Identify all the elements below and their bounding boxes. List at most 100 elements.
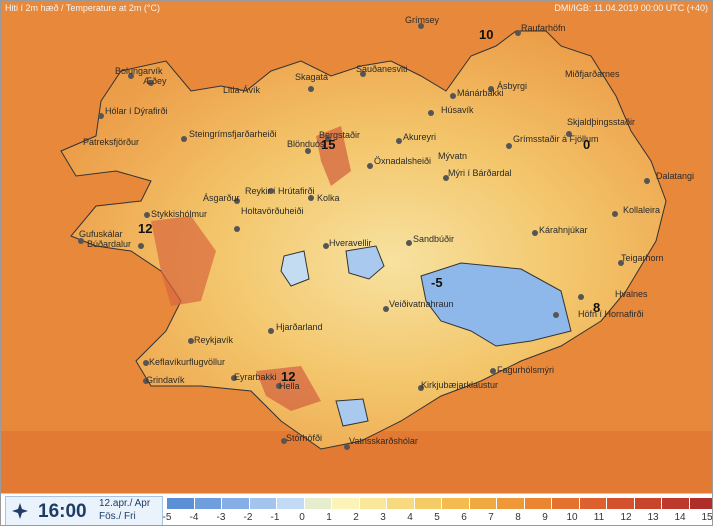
station-marker — [148, 80, 154, 86]
place-name: Holtavörðuheiði — [241, 206, 304, 216]
station-marker — [418, 385, 424, 391]
place-name: Kolka — [317, 193, 340, 203]
legend-swatch — [359, 498, 387, 509]
place-name: Húsavík — [441, 105, 474, 115]
temperature-label: 0 — [583, 137, 590, 152]
station-marker — [490, 368, 496, 374]
place-name: Litla-Ávík — [223, 85, 261, 95]
legend-tick-label: 15 — [701, 512, 713, 523]
legend-tick-label: -3 — [216, 512, 226, 523]
place-name: Hjarðarland — [276, 322, 323, 332]
place-name: Kirkjubæjarklaustur — [421, 380, 498, 390]
place-name: Reykjavík — [194, 335, 234, 345]
place-name: Öxnadalsheiði — [374, 156, 431, 166]
station-marker — [450, 93, 456, 99]
place-name: Höfn í Hornafirði — [578, 309, 644, 319]
station-marker — [181, 136, 187, 142]
time-control[interactable]: 16:00 12.apr./ Apr Fös./ Fri — [5, 496, 163, 525]
station-marker — [396, 138, 402, 144]
map-title: Hiti í 2m hæð / Temperature at 2m (°C) — [5, 3, 160, 13]
legend-tick-label: 5 — [434, 512, 440, 523]
iceland-landmass — [60, 30, 667, 450]
temperature-label: 15 — [321, 137, 335, 152]
station-marker — [308, 86, 314, 92]
place-name: Keflavíkurflugvöllur — [149, 357, 225, 367]
place-name: Skjaldþingsstaðir — [567, 117, 635, 127]
place-name: Ásbyrgi — [497, 81, 527, 91]
legend-tick-label: 3 — [380, 512, 386, 523]
station-marker — [488, 86, 494, 92]
station-marker — [406, 240, 412, 246]
station-marker — [234, 198, 240, 204]
station-marker — [143, 378, 149, 384]
place-name: Æðey — [143, 76, 167, 86]
temperature-map: Grímsey Raufarhöfn Bolungarvík Æðey Sauð… — [1, 1, 712, 493]
station-marker — [308, 195, 314, 201]
temperature-label: 10 — [479, 27, 493, 42]
station-marker — [566, 131, 572, 137]
legend-tick-label: 12 — [620, 512, 632, 523]
station-marker — [644, 178, 650, 184]
place-name: Blönduós — [287, 139, 325, 149]
legend-swatch — [304, 498, 332, 509]
legend-tick-label: -1 — [270, 512, 280, 523]
station-marker — [276, 383, 282, 389]
station-marker — [305, 148, 311, 154]
legend-tick-label: 4 — [407, 512, 413, 523]
station-marker — [323, 243, 329, 249]
place-name: Miðfjarðarnes — [565, 69, 620, 79]
station-marker — [578, 294, 584, 300]
place-name: Hólar í Dýrafirði — [105, 106, 168, 116]
place-name: Hella — [279, 381, 300, 391]
legend-tick-label: 10 — [566, 512, 578, 523]
station-marker — [143, 360, 149, 366]
place-name: Mánárbakki — [457, 88, 504, 98]
place-name: Fagurhólsmýri — [497, 365, 554, 375]
model-run-info: DMI/IGB: 11.04.2019 00:00 UTC (+40) — [554, 3, 708, 13]
place-markers — [78, 23, 650, 450]
legend-tick-label: 14 — [674, 512, 686, 523]
station-marker — [78, 238, 84, 244]
legend-tick-label: 11 — [593, 512, 605, 523]
station-marker — [268, 188, 274, 194]
legend-swatch — [249, 498, 277, 509]
place-name: Dalatangi — [656, 171, 694, 181]
place-name: Gufuskálar — [79, 229, 123, 239]
legend-swatch — [607, 498, 635, 509]
station-marker — [383, 306, 389, 312]
legend-swatch — [552, 498, 580, 509]
place-name: Bergstaðir — [319, 130, 360, 140]
station-marker — [360, 71, 366, 77]
legend-tick-label: -5 — [162, 512, 172, 523]
station-marker — [188, 338, 194, 344]
station-marker — [344, 444, 350, 450]
station-marker — [367, 163, 373, 169]
legend-swatch — [277, 498, 305, 509]
station-marker — [234, 226, 240, 232]
legend-swatch — [387, 498, 415, 509]
legend-swatch — [689, 498, 712, 509]
animation-play-icon[interactable] — [10, 501, 30, 521]
place-name: Kárahnjúkar — [539, 225, 588, 235]
temperature-label: 12 — [138, 221, 152, 236]
legend-swatch — [579, 498, 607, 509]
station-marker — [325, 136, 331, 142]
station-marker — [618, 260, 624, 266]
legend-tick-label: -4 — [189, 512, 199, 523]
forecast-date: 12.apr./ Apr — [99, 498, 151, 509]
temperature-label: 12 — [281, 369, 295, 384]
legend-tick-label: 13 — [647, 512, 659, 523]
place-name: Stykkishólmur — [151, 209, 207, 219]
legend-swatch — [469, 498, 497, 509]
legend-swatch — [167, 498, 195, 509]
legend-tick-label: 2 — [353, 512, 359, 523]
legend-swatch — [332, 498, 360, 509]
station-marker — [532, 230, 538, 236]
place-name: Patreksfjörður — [83, 137, 139, 147]
station-marker — [281, 438, 287, 444]
station-marker — [428, 110, 434, 116]
place-name: Teigarhorn — [621, 253, 664, 263]
warm-area-west — [151, 216, 216, 306]
place-name: Grindavík — [146, 375, 185, 385]
footer-bar: 16:00 12.apr./ Apr Fös./ Fri -5 -4 -3 -2 -1 0… — [1, 493, 713, 525]
